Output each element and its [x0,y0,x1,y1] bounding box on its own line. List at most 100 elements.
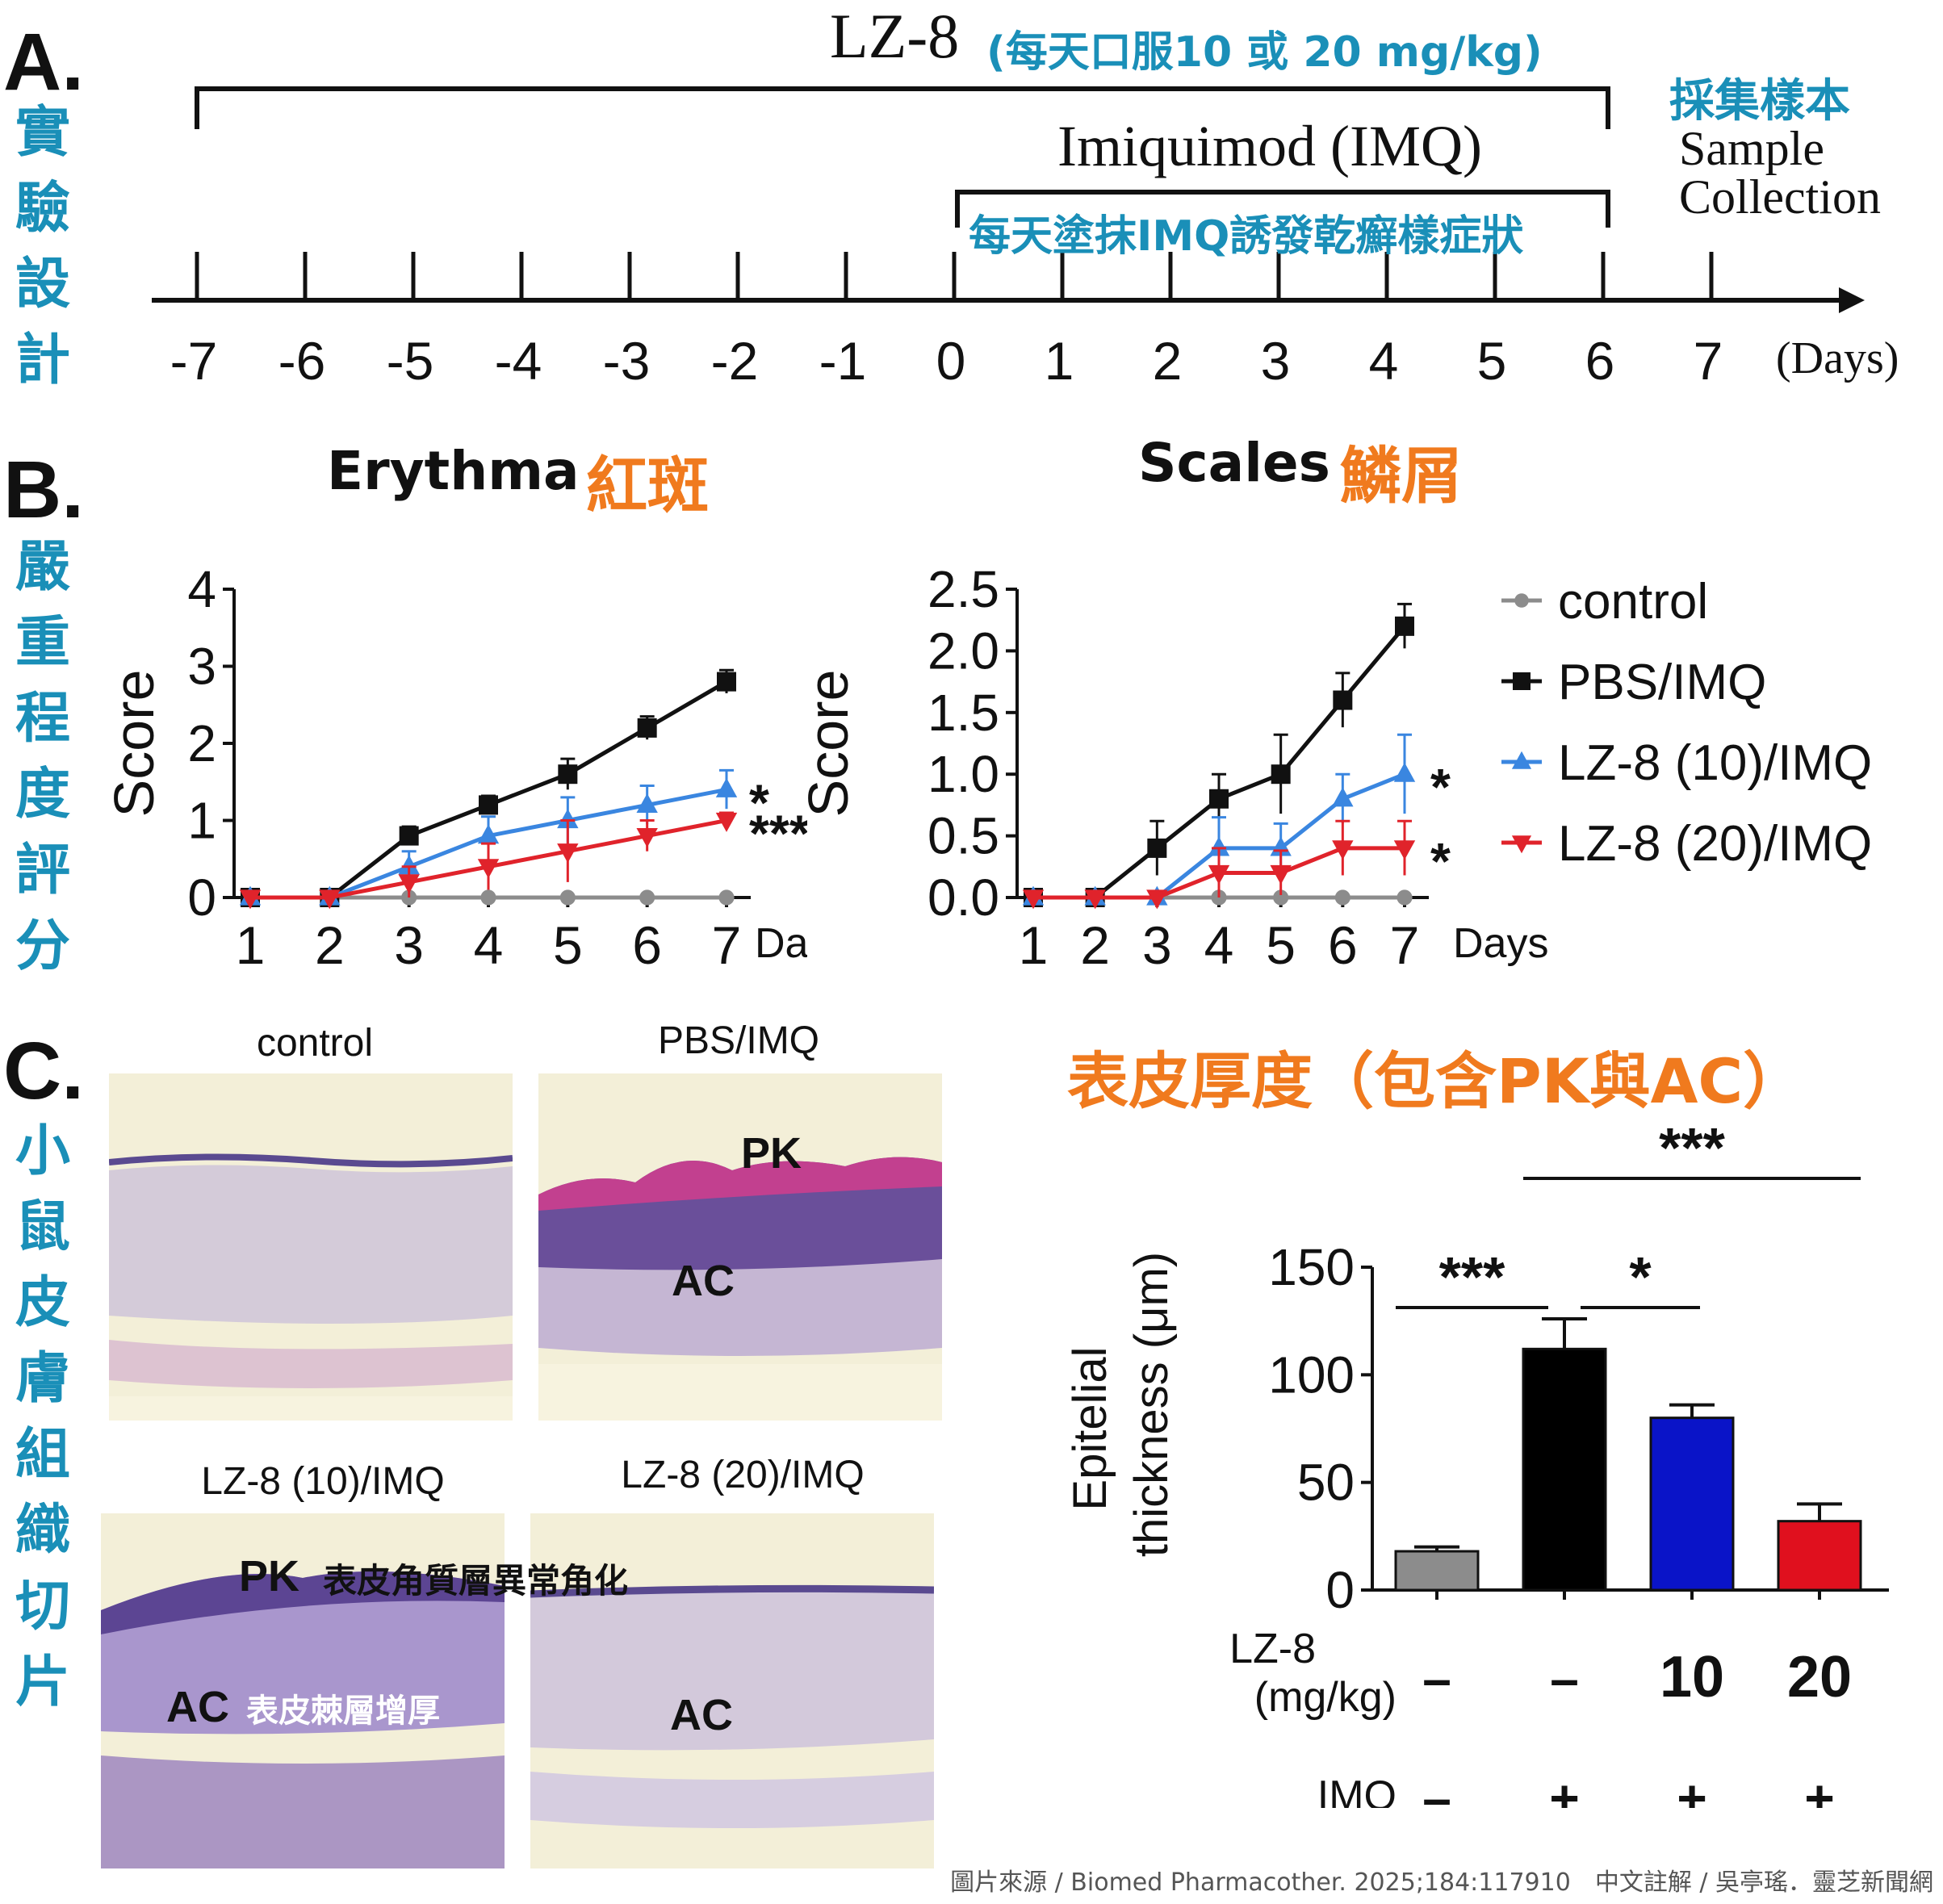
imq-status-label: – [1422,1769,1451,1808]
side-char: 度 [15,763,70,826]
lz8-row-label: LZ-8 [1229,1626,1316,1672]
timeline-day-label: 3 [1261,331,1291,391]
data-point [1393,762,1416,782]
timeline-day-label: 2 [1153,331,1183,391]
x-tick-label: 6 [1328,915,1358,975]
side-char: 重 [15,611,70,675]
panel-c-letter: C. [3,1026,84,1116]
y-tick-label: 150 [1268,1238,1355,1296]
data-point [636,793,658,813]
histology-image-lz8-20 [530,1513,934,1868]
data-point [477,824,500,844]
x-tick-label: 3 [1142,915,1172,975]
x-tick-label: 1 [1019,915,1049,975]
y-tick-label: 0.0 [928,868,999,927]
significance-label: * [1629,1245,1652,1308]
timeline-day-label: 6 [1585,331,1615,391]
imq-row-label: IMQ [1317,1772,1397,1808]
side-char: 評 [15,839,70,902]
x-tick-label: 4 [1204,915,1234,975]
y-tick-label: 0 [1325,1561,1355,1619]
panel-a-side-label: 實 驗 設 計 [6,95,79,399]
x-tick-label: 3 [394,915,424,975]
data-point [718,889,735,906]
legend-marker [1511,751,1532,769]
bar-chart-title: 表皮厚度（包含PK與AC） [1067,1045,1805,1117]
data-point [479,795,498,815]
side-char: 織 [15,1499,70,1563]
histology-image-lz8-10 [101,1513,505,1868]
series-lz-8-20-imq [239,811,738,910]
side-char: 計 [15,328,70,392]
data-point [636,828,658,847]
data-point [239,889,262,910]
lz8-dose-label: – [1550,1650,1579,1708]
imq-status-label: + [1804,1769,1834,1808]
data-point [1146,889,1168,910]
legend-marker [1511,835,1532,854]
y-axis-label: Score [799,670,860,818]
data-point [1147,838,1167,858]
legend-label: LZ-8 (20)/IMQ [1558,816,1872,872]
bar [1394,1550,1480,1592]
x-tick-label: 6 [632,915,662,975]
timeline-arrowhead [1839,287,1865,313]
data-point [1332,787,1354,807]
days-unit: (Days) [1776,333,1899,383]
data-point [480,889,496,906]
scales-title-en: Scales [1138,432,1330,494]
data-point [1208,864,1230,885]
x-tick-label: 5 [1266,915,1296,975]
timeline-day-label: -1 [819,331,867,391]
side-char: 組 [15,1423,70,1487]
timeline-day-label: 1 [1045,331,1074,391]
erythema-title-en: Erythma [327,440,580,502]
legend-marker [1514,593,1529,608]
significance-label: * [1430,758,1451,816]
imq-note: 每天塗抹IMQ誘發乾癬樣症狀 [969,212,1524,261]
imq-status-label: + [1677,1769,1706,1808]
data-point [398,874,420,894]
x-tick-label: 2 [315,915,345,975]
erythema-chart: 012341234567DaysScore**** [103,560,807,975]
lz8-note: (每天口服10 或 20 mg/kg) [986,28,1543,77]
data-point [1084,889,1106,910]
scales-chart: 0.00.51.01.52.02.5 1 2 3 4 5 6 7 Days Score * * [799,560,1548,975]
significance-label: *** [1439,1245,1505,1308]
y-tick-label: 2.0 [928,621,999,680]
data-point [639,889,655,906]
timeline-day-label: -3 [603,331,651,391]
data-point [1333,690,1353,710]
timeline-day-label: 7 [1694,331,1723,391]
side-char: 嚴 [15,535,70,599]
data-point [637,718,657,738]
pk-label-lz8-10: PK [239,1552,300,1601]
significance-label: *** [749,805,807,863]
side-char: 小 [15,1119,70,1183]
timeline-diagram: -7 -6 -5 -4 -3 -2 -1 0 1 2 3 4 5 6 7 [152,86,1865,391]
panel-b-letter: B. [3,445,84,535]
y-tick-label: 50 [1297,1454,1355,1512]
data-point [1395,616,1414,636]
side-char: 鼠 [15,1195,70,1259]
data-point [715,812,738,832]
imq-status-label: + [1549,1769,1579,1808]
imq-label: Imiquimod (IMQ) [1057,114,1482,178]
bar [1649,1416,1735,1592]
ac-label-lz8-20: AC [670,1691,733,1739]
lz8-dose-label: – [1422,1650,1451,1708]
chart-legend: control PBS/IMQ LZ-8 (10)/IMQ LZ-8 (20)/IMQ [1501,574,1872,872]
data-point [557,809,579,829]
side-char: 皮 [15,1271,70,1335]
erythema-title-cn: 紅斑 [586,450,709,521]
data-point [715,777,738,797]
data-point [717,672,736,692]
bar [1777,1520,1862,1592]
data-point [1270,864,1292,885]
data-point [1271,764,1291,785]
significance-label: * [749,773,769,831]
data-point [1393,840,1416,860]
histo-label-lz8-10: LZ-8 (10)/IMQ [201,1460,445,1503]
y-tick-label: 2 [187,714,216,772]
data-point [1397,889,1413,906]
